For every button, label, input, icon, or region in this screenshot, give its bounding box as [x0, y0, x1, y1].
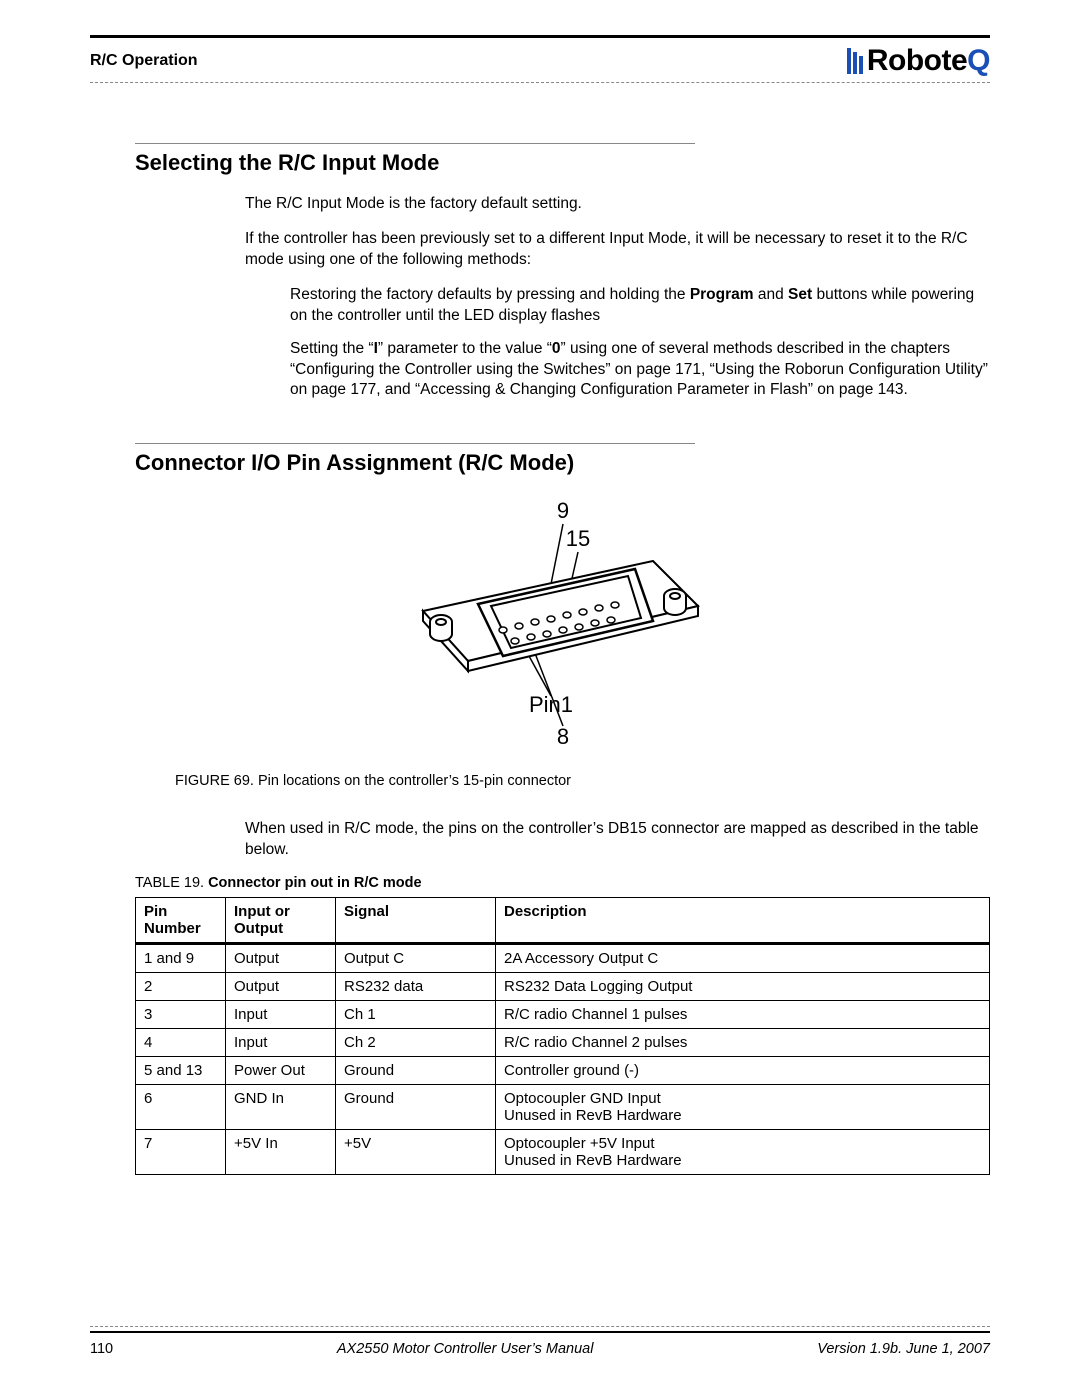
th-desc: Description: [496, 898, 990, 944]
db15-connector-icon: 9 15 Pin1 8: [383, 496, 743, 756]
footer-center: AX2550 Motor Controller User’s Manual: [337, 1341, 594, 1357]
section1-p1: The R/C Input Mode is the factory defaul…: [245, 194, 990, 215]
table-caption: TABLE 19. Connector pin out in R/C mode: [135, 875, 990, 891]
logo-bars-icon: [847, 48, 863, 74]
table-row: 7+5V In+5VOptocoupler +5V InputUnused in…: [136, 1130, 990, 1175]
section1-li1: Restoring the factory defaults by pressi…: [290, 285, 990, 327]
section1-p2: If the controller has been previously se…: [245, 229, 990, 271]
brand-logo: RoboteQ: [847, 44, 990, 78]
connector-figure: 9 15 Pin1 8: [135, 496, 990, 761]
table-row: 3InputCh 1R/C radio Channel 1 pulses: [136, 1001, 990, 1029]
th-pin: Pin Number: [136, 898, 226, 944]
header-section: R/C Operation: [90, 52, 198, 70]
page-number: 110: [90, 1341, 113, 1357]
section2-title: Connector I/O Pin Assignment (R/C Mode): [135, 450, 990, 476]
svg-text:15: 15: [565, 526, 589, 551]
svg-text:8: 8: [556, 724, 568, 749]
page-footer: 110 AX2550 Motor Controller User’s Manua…: [90, 1326, 990, 1357]
table-row: 5 and 13Power OutGroundController ground…: [136, 1057, 990, 1085]
brand-text-q: Q: [967, 44, 990, 78]
section1-title: Selecting the R/C Input Mode: [135, 150, 990, 176]
table-row: 6GND InGroundOptocoupler GND InputUnused…: [136, 1085, 990, 1130]
table-row: 1 and 9OutputOutput C2A Accessory Output…: [136, 944, 990, 973]
th-signal: Signal: [336, 898, 496, 944]
svg-text:9: 9: [556, 498, 568, 523]
footer-right: Version 1.9b. June 1, 2007: [817, 1341, 990, 1357]
th-io: Input or Output: [226, 898, 336, 944]
table-row: 4InputCh 2R/C radio Channel 2 pulses: [136, 1029, 990, 1057]
pin-table: Pin Number Input or Output Signal Descri…: [135, 897, 990, 1175]
section1-li2: Setting the “I” parameter to the value “…: [290, 339, 990, 402]
figure-caption: FIGURE 69. Pin locations on the controll…: [175, 773, 990, 789]
page-header: R/C Operation RoboteQ: [90, 44, 990, 83]
section2-p1: When used in R/C mode, the pins on the c…: [245, 819, 990, 861]
brand-text-main: Robote: [867, 44, 967, 78]
table-row: 2OutputRS232 dataRS232 Data Logging Outp…: [136, 973, 990, 1001]
